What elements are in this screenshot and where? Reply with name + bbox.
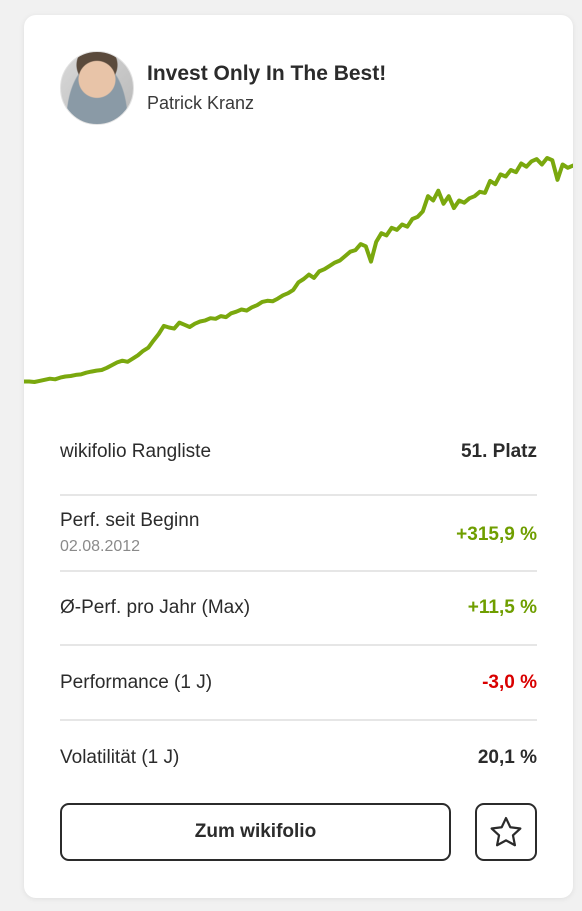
stat-row-perf-since: Perf. seit Beginn 02.08.2012 +315,9 % xyxy=(60,496,537,572)
star-icon xyxy=(490,816,522,847)
avatar xyxy=(60,51,134,125)
rank-value: 51. Platz xyxy=(460,441,537,462)
card-header: Invest Only In The Best! Patrick Kranz xyxy=(60,51,553,125)
perf-since-label: Perf. seit Beginn xyxy=(60,510,200,531)
volatility-value: 20,1 % xyxy=(477,747,537,768)
perf-year-label: Ø-Perf. pro Jahr (Max) xyxy=(60,597,251,618)
perf-1y-value: -3,0 % xyxy=(482,671,537,693)
wikifolio-card: Invest Only In The Best! Patrick Kranz w… xyxy=(24,15,573,898)
perf-since-date: 02.08.2012 xyxy=(60,538,141,555)
perf-1y-label: Performance (1 J) xyxy=(60,671,213,693)
portfolio-title[interactable]: Invest Only In The Best! xyxy=(147,62,387,85)
stat-row-rank: wikifolio Rangliste 51. Platz xyxy=(60,410,537,496)
stat-row-volatility: Volatilität (1 J) 20,1 % xyxy=(60,721,537,795)
rank-label: wikifolio Rangliste xyxy=(60,441,212,462)
card-titles: Invest Only In The Best! Patrick Kranz xyxy=(147,60,386,116)
performance-chart xyxy=(24,156,573,384)
stat-row-perf-year: Ø-Perf. pro Jahr (Max) +11,5 % xyxy=(60,572,537,646)
volatility-label: Volatilität (1 J) xyxy=(60,747,180,768)
perf-since-labels: Perf. seit Beginn 02.08.2012 xyxy=(60,510,199,556)
perf-since-value: +315,9 % xyxy=(456,524,537,545)
action-buttons: Zum wikifolio xyxy=(60,803,537,863)
watchlist-button[interactable] xyxy=(475,803,537,861)
author-name[interactable]: Patrick Kranz xyxy=(147,93,255,113)
perf-year-value: +11,5 % xyxy=(467,597,537,618)
stat-row-perf-1y: Performance (1 J) -3,0 % xyxy=(60,646,537,721)
open-wikifolio-button[interactable]: Zum wikifolio xyxy=(60,803,451,861)
performance-series-line xyxy=(24,156,573,384)
stats-list: wikifolio Rangliste 51. Platz Perf. seit… xyxy=(60,410,537,795)
